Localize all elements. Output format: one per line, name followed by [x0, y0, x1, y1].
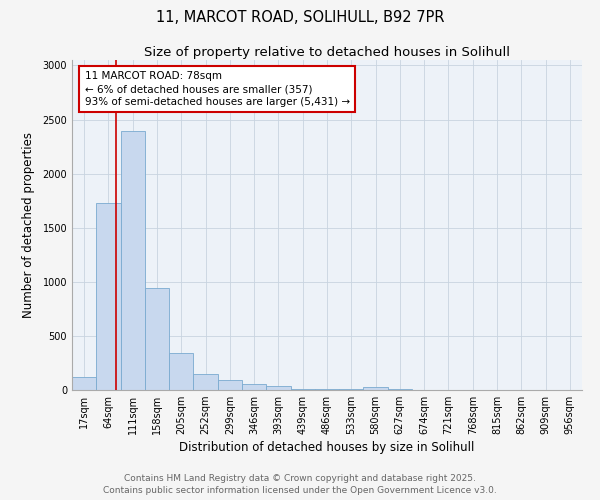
Bar: [290, 389, 315, 390]
Bar: [169, 352, 193, 390]
Bar: [266, 386, 290, 390]
Bar: [72, 377, 96, 390]
Bar: [193, 374, 218, 390]
Bar: [218, 380, 242, 390]
Bar: [242, 384, 266, 390]
Y-axis label: Number of detached properties: Number of detached properties: [22, 132, 35, 318]
Bar: [121, 132, 145, 390]
Bar: [364, 387, 388, 390]
X-axis label: Distribution of detached houses by size in Solihull: Distribution of detached houses by size …: [179, 442, 475, 454]
Title: Size of property relative to detached houses in Solihull: Size of property relative to detached ho…: [144, 46, 510, 59]
Bar: [96, 203, 121, 390]
Bar: [145, 288, 169, 390]
Text: 11, MARCOT ROAD, SOLIHULL, B92 7PR: 11, MARCOT ROAD, SOLIHULL, B92 7PR: [156, 10, 444, 25]
Text: Contains HM Land Registry data © Crown copyright and database right 2025.
Contai: Contains HM Land Registry data © Crown c…: [103, 474, 497, 495]
Text: 11 MARCOT ROAD: 78sqm
← 6% of detached houses are smaller (357)
93% of semi-deta: 11 MARCOT ROAD: 78sqm ← 6% of detached h…: [85, 71, 350, 107]
